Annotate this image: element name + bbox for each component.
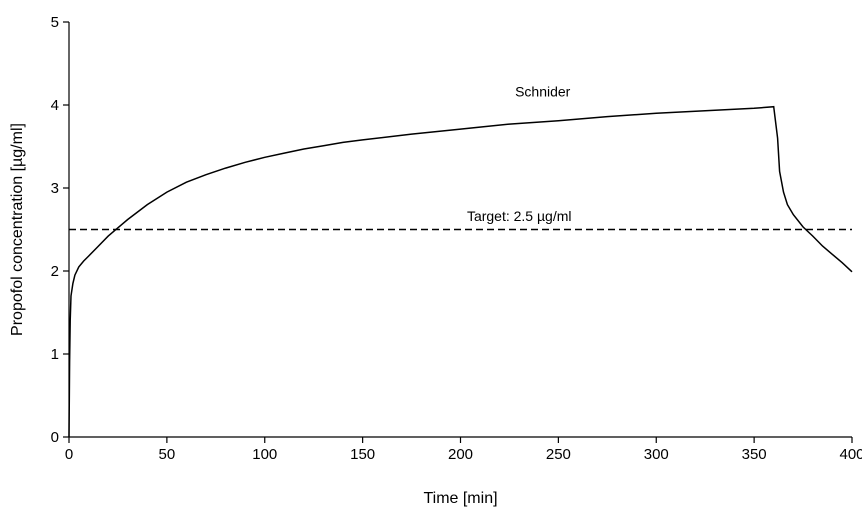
- y-tick-label: 2: [51, 263, 59, 280]
- x-tick-label: 350: [742, 446, 767, 463]
- x-ticks: 0 50 100 150 200 250 300 350 400: [65, 437, 862, 463]
- annotation-layer: Schnider Target: 2.5 µg/ml: [467, 84, 572, 225]
- x-tick-label: 250: [546, 446, 571, 463]
- x-tick-label: 100: [252, 446, 277, 463]
- x-tick-label: 200: [448, 446, 473, 463]
- x-tick-label: 300: [644, 446, 669, 463]
- y-tick-label: 5: [51, 14, 59, 31]
- x-tick-label: 150: [350, 446, 375, 463]
- x-tick-label: 0: [65, 446, 73, 463]
- x-axis-title: Time [min]: [423, 490, 497, 507]
- y-tick-label: 1: [51, 346, 59, 363]
- schnider-series-line: [68, 105, 853, 438]
- series-layer: [68, 105, 853, 438]
- x-tick-label: 50: [159, 446, 176, 463]
- x-tick-label: 400: [839, 446, 862, 463]
- y-tick-label: 4: [51, 97, 59, 114]
- annotation-label: Schnider: [515, 84, 571, 100]
- y-axis-title: Propofol concentration [µg/ml]: [9, 123, 26, 336]
- annotation-label: Target: 2.5 µg/ml: [467, 208, 572, 224]
- y-tick-label: 3: [51, 180, 59, 197]
- y-ticks: 0 1 2 3 4 5: [51, 14, 69, 446]
- y-tick-label: 0: [51, 429, 59, 446]
